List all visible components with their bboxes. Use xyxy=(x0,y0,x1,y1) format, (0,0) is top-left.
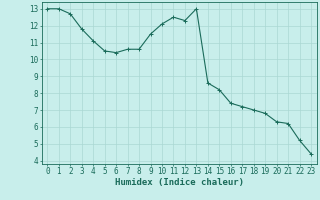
X-axis label: Humidex (Indice chaleur): Humidex (Indice chaleur) xyxy=(115,178,244,187)
